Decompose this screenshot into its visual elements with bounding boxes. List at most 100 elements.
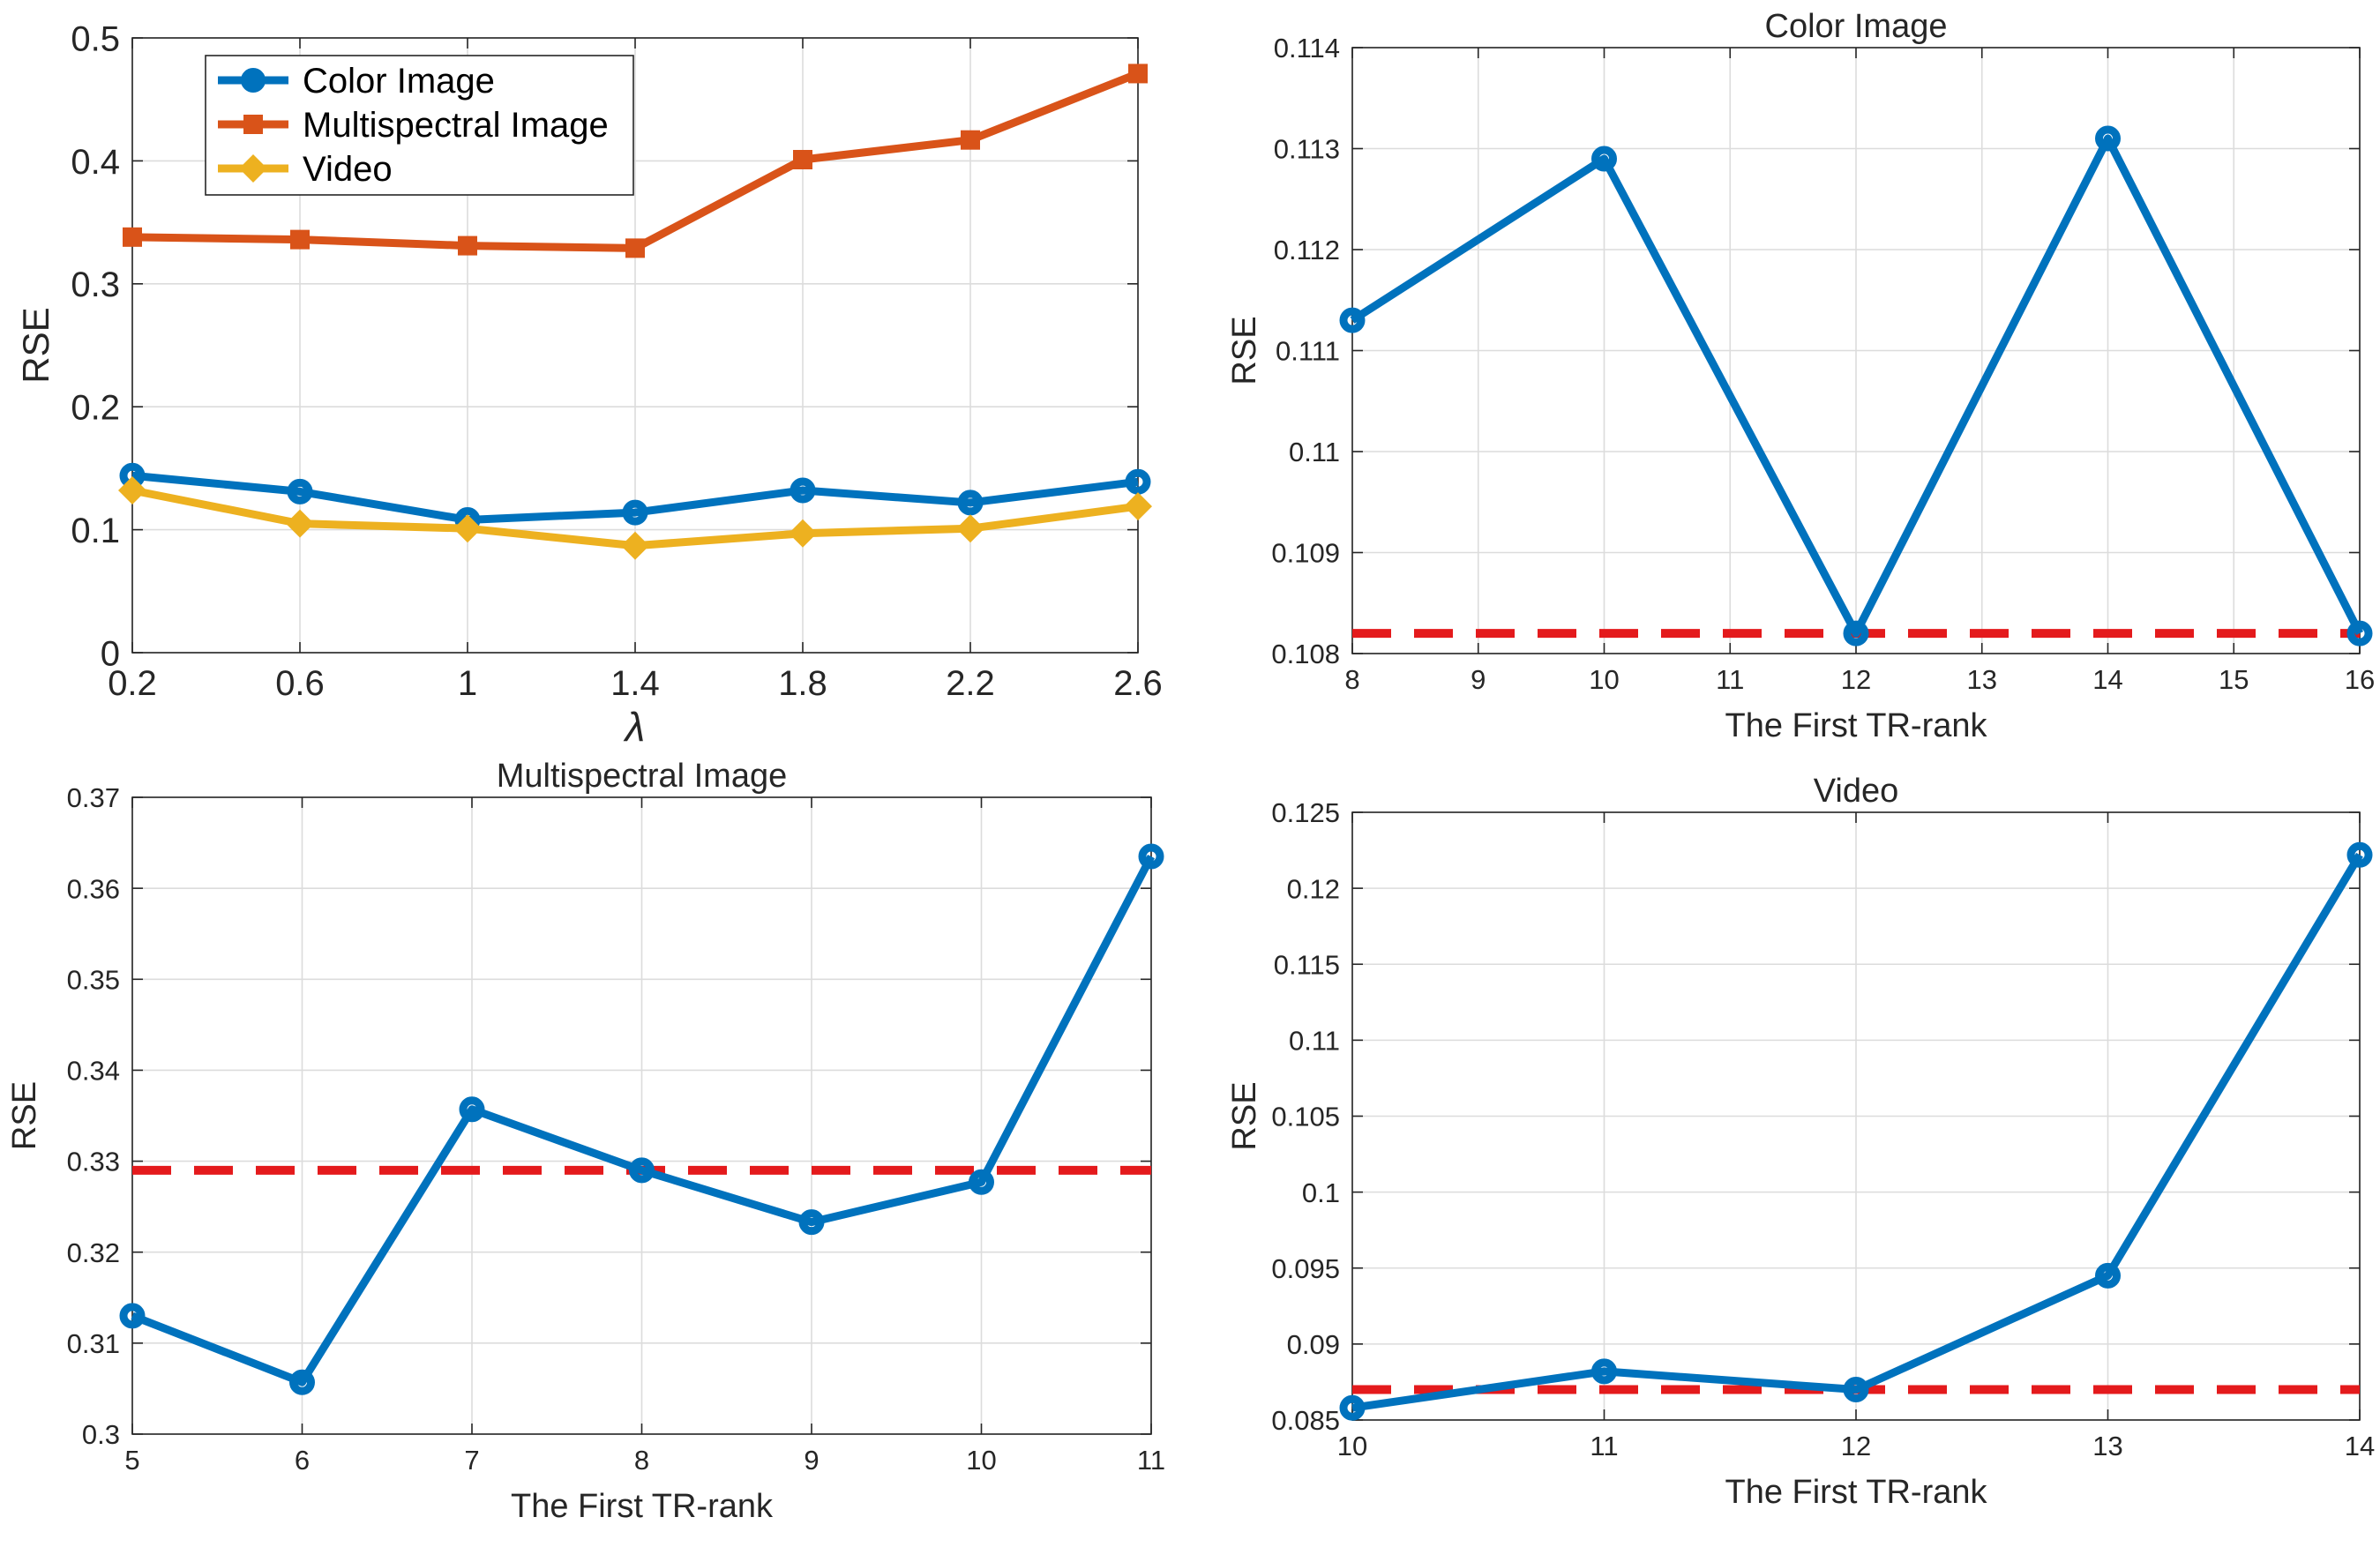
data-point <box>123 227 142 247</box>
y-tick-label: 0.1 <box>71 512 120 550</box>
data-point <box>793 150 812 170</box>
x-tick-label: 12 <box>1841 1431 1871 1461</box>
x-tick-label: 1.8 <box>778 664 827 703</box>
y-tick-label: 0.114 <box>1274 33 1340 64</box>
data-point <box>118 475 146 504</box>
data-point <box>1125 468 1151 495</box>
legend-marker <box>243 115 263 134</box>
data-point <box>956 514 984 543</box>
x-tick-label: 13 <box>2092 1431 2122 1461</box>
x-axis-label: λ <box>623 704 646 750</box>
axes-frame <box>1351 811 2361 1421</box>
x-tick-label: 9 <box>1471 664 1486 695</box>
legend-marker <box>241 68 266 93</box>
data-point <box>621 531 649 560</box>
y-tick-label: 0.112 <box>1274 235 1340 265</box>
data-point <box>458 235 477 256</box>
x-tick-label: 11 <box>1137 1445 1165 1476</box>
data-point <box>290 229 310 250</box>
y-tick-label: 0.11 <box>1289 437 1340 467</box>
axes-frame <box>1351 47 2361 654</box>
data-point <box>287 478 313 504</box>
chart-rse-vs-lambda: 0.2 0.6 1 1.4 1.8 2.2 2.6 0 0.1 0.2 0.3 0.4 0.5 λ RSE C… <box>15 19 1163 750</box>
x-tick-label: 14 <box>2092 664 2122 695</box>
data-point <box>286 509 314 538</box>
axes-frame <box>131 37 1139 654</box>
data-point <box>1591 146 1617 172</box>
y-tick-label: 0.31 <box>67 1328 120 1359</box>
x-tick-label: 8 <box>634 1445 649 1476</box>
x-tick-label: 7 <box>464 1445 479 1476</box>
y-tick-label: 0.125 <box>1271 797 1340 828</box>
y-tick-label: 0.09 <box>1287 1329 1340 1360</box>
chart-title: Color Image <box>1765 8 1948 45</box>
y-tick-label: 0.12 <box>1287 873 1340 904</box>
y-tick-label: 0.34 <box>67 1056 120 1087</box>
x-tick-label: 11 <box>1716 664 1744 695</box>
x-axis-label: The First TR-rank <box>1725 1474 1987 1511</box>
data-point <box>1339 1394 1366 1421</box>
chart-color-image: 8 9 10 11 12 13 14 15 16 0.108 0.109 0.11 0.111 0.112… <box>1226 8 2375 744</box>
y-tick-label: 0.115 <box>1274 949 1340 980</box>
legend-label: Video <box>303 150 393 189</box>
chart-title: Multispectral Image <box>497 758 787 795</box>
chart-title: Video <box>1814 773 1899 810</box>
series-line-rse <box>1351 852 2363 1412</box>
data-point <box>289 1369 315 1395</box>
x-tick-label: 15 <box>2219 664 2249 695</box>
y-tick-label: 0.1 <box>1302 1177 1340 1208</box>
data-point <box>1124 492 1152 521</box>
series-line-color-image <box>131 471 1139 524</box>
chart-video: 10 11 12 13 14 0.085 0.09 0.095 0.1 0.105 0.11 0.11… <box>1226 773 2375 1511</box>
data-point <box>119 1303 146 1329</box>
x-tick-label: 13 <box>1967 664 1997 695</box>
data-point <box>1138 843 1164 870</box>
data-point <box>789 519 817 548</box>
y-tick-label: 0.33 <box>67 1147 120 1177</box>
x-tick-label: 11 <box>1590 1431 1618 1461</box>
data-point <box>453 514 482 543</box>
y-tick-label: 0.4 <box>71 143 120 182</box>
y-tick-label: 0.37 <box>67 782 120 813</box>
y-tick-label: 0.3 <box>82 1419 120 1450</box>
y-tick-label: 0.111 <box>1276 336 1340 367</box>
data-point <box>790 477 816 504</box>
y-tick-label: 0.095 <box>1271 1253 1340 1284</box>
y-tick-label: 0.085 <box>1271 1405 1340 1436</box>
data-point <box>2095 1262 2121 1289</box>
y-tick-label: 0 <box>101 634 120 673</box>
y-tick-label: 0.32 <box>67 1237 120 1268</box>
x-tick-label: 12 <box>1841 664 1871 695</box>
y-tick-label: 0.113 <box>1274 134 1340 165</box>
axes-frame <box>131 796 1152 1435</box>
x-tick-label: 5 <box>124 1445 139 1476</box>
x-tick-label: 10 <box>1337 1431 1367 1461</box>
data-point <box>459 1096 485 1123</box>
data-point <box>2346 841 2373 868</box>
x-tick-label: 2.2 <box>946 664 995 703</box>
y-tick-label: 0.35 <box>67 964 120 995</box>
x-tick-label: 1 <box>458 664 477 703</box>
data-point <box>1128 64 1148 84</box>
legend-label: Color Image <box>303 62 495 101</box>
y-tick-label: 0.5 <box>71 19 120 58</box>
legend-label: Multispectral Image <box>303 106 609 145</box>
y-axis-label: RSE <box>6 1081 43 1150</box>
x-tick-label: 16 <box>2345 664 2375 695</box>
y-axis-label: RSE <box>1226 1081 1263 1150</box>
data-point <box>629 1157 655 1184</box>
y-tick-label: 0.3 <box>71 265 120 304</box>
y-axis-label: RSE <box>15 307 56 383</box>
chart-multispectral-image: 5 6 7 8 9 10 11 0.3 0.31 0.32 0.33 0.34 0.35 0.36 0.37… <box>6 758 1165 1525</box>
y-tick-label: 0.105 <box>1271 1102 1340 1132</box>
data-point <box>2346 620 2373 646</box>
data-point <box>798 1209 825 1236</box>
y-tick-label: 0.109 <box>1271 538 1340 569</box>
y-tick-label: 0.36 <box>67 873 120 904</box>
data-point <box>1843 1377 1869 1403</box>
x-tick-label: 2.6 <box>1113 664 1163 703</box>
x-axis-label: The First TR-rank <box>1725 707 1987 744</box>
x-tick-label: 8 <box>1344 664 1359 695</box>
y-tick-label: 0.108 <box>1271 639 1340 669</box>
data-point <box>1339 307 1366 333</box>
